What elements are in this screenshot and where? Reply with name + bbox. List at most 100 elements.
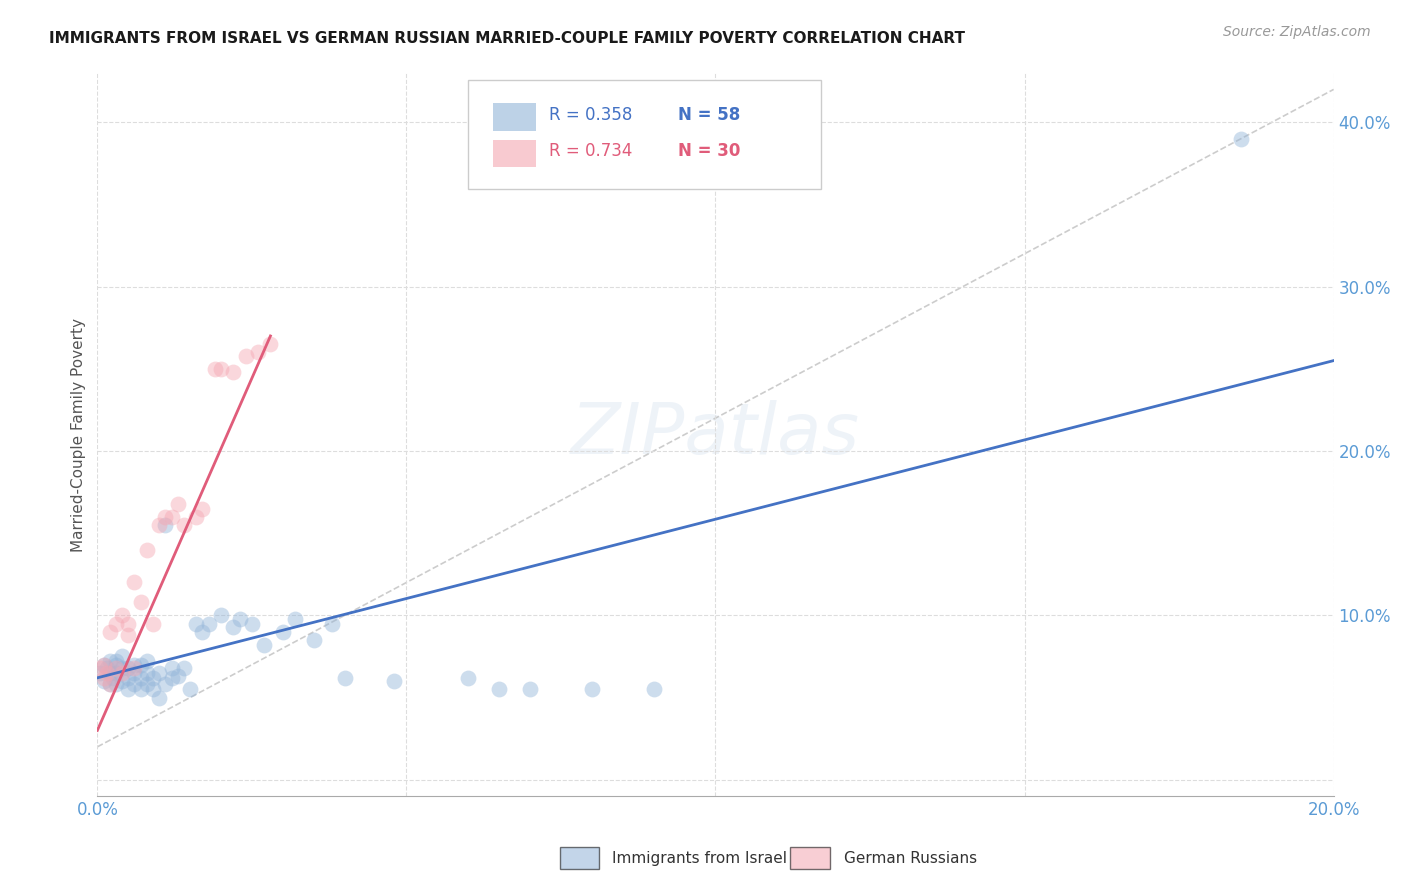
Point: [259, 337, 281, 351]
Point: [321, 616, 343, 631]
Point: [271, 624, 294, 639]
FancyBboxPatch shape: [494, 139, 536, 167]
Point: [240, 616, 263, 631]
Point: [93, 657, 115, 672]
Point: [148, 518, 170, 533]
Point: [209, 608, 232, 623]
Point: [302, 633, 325, 648]
Point: [117, 628, 139, 642]
Point: [98, 624, 121, 639]
Y-axis label: Married-Couple Family Poverty: Married-Couple Family Poverty: [72, 318, 86, 551]
Point: [155, 677, 177, 691]
Point: [166, 669, 188, 683]
Point: [104, 661, 127, 675]
Text: Immigrants from Israel: Immigrants from Israel: [612, 851, 786, 865]
Point: [129, 595, 152, 609]
Point: [117, 616, 139, 631]
Point: [104, 677, 127, 691]
Point: [129, 682, 152, 697]
Point: [98, 677, 121, 691]
Text: N = 58: N = 58: [679, 106, 741, 124]
Point: [160, 661, 183, 675]
Point: [104, 654, 127, 668]
Text: N = 30: N = 30: [679, 142, 741, 160]
Point: [173, 661, 195, 675]
Point: [111, 665, 134, 680]
Point: [142, 671, 165, 685]
Point: [155, 518, 177, 533]
Point: [186, 509, 208, 524]
Point: [333, 671, 356, 685]
FancyBboxPatch shape: [494, 103, 536, 131]
Point: [117, 661, 139, 675]
Point: [111, 674, 134, 689]
Point: [166, 497, 188, 511]
Point: [129, 657, 152, 672]
Point: [96, 661, 118, 675]
Point: [124, 575, 146, 590]
Point: [104, 657, 127, 672]
Point: [222, 365, 245, 379]
Point: [197, 616, 219, 631]
Point: [1230, 132, 1253, 146]
Point: [104, 616, 127, 631]
Point: [89, 665, 111, 680]
Point: [519, 682, 541, 697]
Point: [117, 671, 139, 685]
Point: [457, 671, 479, 685]
Point: [93, 671, 115, 685]
Text: Source: ZipAtlas.com: Source: ZipAtlas.com: [1223, 25, 1371, 39]
Point: [98, 665, 121, 680]
Text: R = 0.734: R = 0.734: [548, 142, 631, 160]
Text: R = 0.358: R = 0.358: [548, 106, 631, 124]
Point: [124, 661, 146, 675]
Point: [160, 671, 183, 685]
Point: [488, 682, 510, 697]
Point: [204, 361, 226, 376]
Point: [111, 608, 134, 623]
Point: [93, 657, 115, 672]
Point: [235, 349, 257, 363]
Text: German Russians: German Russians: [844, 851, 977, 865]
Point: [222, 620, 245, 634]
Point: [148, 690, 170, 705]
Point: [581, 682, 603, 697]
Point: [93, 674, 115, 689]
Point: [142, 682, 165, 697]
Point: [643, 682, 665, 697]
Point: [135, 542, 157, 557]
Point: [98, 654, 121, 668]
Point: [160, 509, 183, 524]
Point: [117, 682, 139, 697]
Point: [129, 671, 152, 685]
Point: [101, 671, 124, 685]
Point: [247, 345, 270, 359]
Point: [228, 612, 250, 626]
Point: [124, 677, 146, 691]
Point: [186, 616, 208, 631]
Point: [111, 661, 134, 675]
Point: [155, 509, 177, 524]
Point: [124, 665, 146, 680]
Point: [191, 624, 214, 639]
Point: [179, 682, 201, 697]
Point: [148, 665, 170, 680]
Point: [135, 665, 157, 680]
Text: ZIPatlas: ZIPatlas: [571, 401, 860, 469]
Point: [253, 638, 276, 652]
Point: [135, 677, 157, 691]
Text: IMMIGRANTS FROM ISRAEL VS GERMAN RUSSIAN MARRIED-COUPLE FAMILY POVERTY CORRELATI: IMMIGRANTS FROM ISRAEL VS GERMAN RUSSIAN…: [49, 31, 965, 46]
Point: [173, 518, 195, 533]
Point: [96, 665, 118, 680]
Point: [98, 677, 121, 691]
Point: [111, 649, 134, 664]
Point: [284, 612, 307, 626]
Point: [89, 661, 111, 675]
FancyBboxPatch shape: [468, 80, 821, 189]
Point: [135, 654, 157, 668]
Point: [382, 674, 405, 689]
Point: [209, 361, 232, 376]
Point: [191, 501, 214, 516]
Point: [142, 616, 165, 631]
Point: [124, 657, 146, 672]
